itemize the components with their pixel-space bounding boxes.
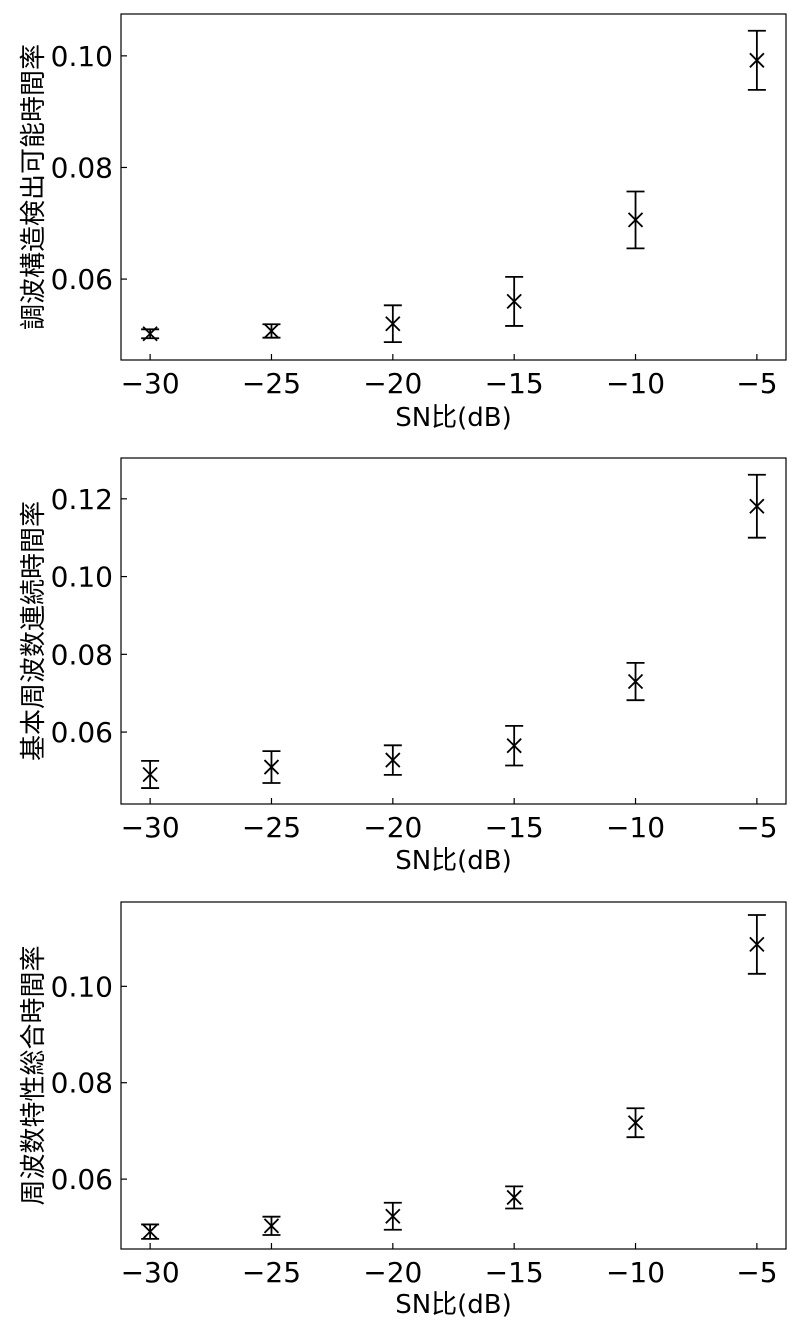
- marker-stroke: [385, 1208, 401, 1224]
- marker-stroke: [749, 498, 765, 514]
- x-axis-label: SN比(dB): [395, 403, 512, 433]
- data-point-marker: [506, 1189, 522, 1206]
- x-tick-label: −10: [606, 1256, 665, 1289]
- y-tick-label: 0.08: [51, 638, 113, 671]
- x-tick-label: −20: [363, 811, 422, 844]
- x-tick-label: −15: [485, 1256, 544, 1289]
- x-tick-label: −15: [485, 811, 544, 844]
- x-tick-label: −30: [121, 367, 180, 400]
- y-axis-label: 基本周波数連続時間率: [19, 501, 49, 761]
- marker-stroke: [263, 323, 280, 339]
- y-axis-label: 周波数特性総合時間率: [19, 945, 49, 1205]
- x-tick-label: −25: [242, 367, 301, 400]
- marker-stroke: [627, 1115, 644, 1131]
- data-point-marker: [142, 766, 158, 783]
- data-point-marker: [263, 759, 280, 775]
- y-tick-label: 0.06: [51, 716, 113, 749]
- data-point-marker: [627, 1115, 644, 1131]
- data-point-marker: [749, 936, 765, 953]
- data-point-marker: [385, 316, 401, 332]
- marker-stroke: [142, 326, 158, 342]
- data-point-marker: [263, 323, 280, 339]
- y-tick-label: 0.10: [51, 970, 113, 1003]
- data-point-marker: [142, 326, 158, 342]
- x-tick-label: −30: [121, 1256, 180, 1289]
- x-tick-label: −30: [121, 811, 180, 844]
- data-point-marker: [627, 673, 644, 690]
- y-axis-label: 調波構造検出可能時間率: [19, 44, 49, 330]
- plot-frame-2: [120, 457, 787, 805]
- marker-stroke: [749, 936, 765, 953]
- data-point-marker: [627, 212, 644, 228]
- data-point-marker: [385, 752, 401, 768]
- data-point-marker: [263, 1218, 280, 1234]
- marker-stroke: [142, 1224, 158, 1240]
- data-point-marker: [749, 52, 765, 68]
- plot-frame-3: [120, 901, 787, 1250]
- x-tick-label: −20: [363, 1256, 422, 1289]
- plot-frame-1: [120, 13, 787, 361]
- x-tick-label: −5: [736, 367, 777, 400]
- marker-stroke: [506, 738, 522, 754]
- x-axis-label: SN比(dB): [395, 846, 512, 876]
- chart-panel-1: −30 −25 −20 −15 −10 −5 0.06 0.08 0.10 SN比(dB) 調波構造…: [19, 13, 787, 433]
- marker-stroke: [142, 766, 158, 783]
- data-point-marker: [749, 498, 765, 514]
- data-point-marker: [385, 1208, 401, 1224]
- y-tick-label: 0.08: [51, 151, 113, 184]
- x-tick-label: −5: [736, 1256, 777, 1289]
- x-tick-label: −10: [606, 367, 665, 400]
- marker-stroke: [627, 673, 644, 690]
- x-tick-label: −20: [363, 367, 422, 400]
- chart-panel-2: −30 −25 −20 −15 −10 −5 0.06 0.08 0.10 0.12 SN比(dB)…: [19, 457, 787, 876]
- marker-stroke: [385, 752, 401, 768]
- x-tick-label: −5: [736, 811, 777, 844]
- marker-stroke: [627, 212, 644, 228]
- chart-panel-3: −30 −25 −20 −15 −10 −5 0.06 0.08 0.10 SN比(dB) 周波数特…: [19, 901, 787, 1320]
- y-tick-label: 0.10: [51, 40, 113, 73]
- y-tick-label: 0.08: [51, 1067, 113, 1100]
- marker-stroke: [506, 293, 522, 310]
- marker-stroke: [506, 1189, 522, 1206]
- marker-stroke: [385, 316, 401, 332]
- y-tick-label: 0.10: [51, 561, 113, 594]
- x-tick-label: −25: [242, 811, 301, 844]
- y-tick-label: 0.12: [51, 483, 113, 516]
- x-axis-label: SN比(dB): [395, 1290, 512, 1320]
- x-tick-label: −10: [606, 811, 665, 844]
- data-point-marker: [142, 1224, 158, 1240]
- marker-stroke: [263, 759, 280, 775]
- y-tick-label: 0.06: [51, 1163, 113, 1196]
- data-point-marker: [506, 293, 522, 310]
- data-point-marker: [506, 738, 522, 754]
- x-tick-label: −25: [242, 1256, 301, 1289]
- marker-stroke: [263, 1218, 280, 1234]
- x-tick-label: −15: [485, 367, 544, 400]
- marker-stroke: [749, 52, 765, 68]
- y-tick-label: 0.06: [51, 263, 113, 296]
